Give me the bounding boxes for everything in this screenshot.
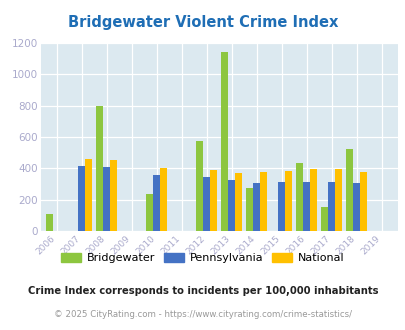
Bar [110, 160, 117, 231]
Bar [234, 173, 242, 231]
Bar [210, 170, 217, 231]
Bar [160, 168, 167, 231]
Text: © 2025 CityRating.com - https://www.cityrating.com/crime-statistics/: © 2025 CityRating.com - https://www.city… [54, 310, 351, 319]
Bar [296, 163, 303, 231]
Bar [103, 167, 110, 231]
Bar [303, 182, 309, 231]
Bar [359, 172, 366, 231]
Bar [221, 52, 228, 231]
Bar [146, 194, 153, 231]
Bar [260, 172, 266, 231]
Bar [284, 171, 292, 231]
Bar [46, 214, 53, 231]
Bar [309, 169, 316, 231]
Bar [78, 166, 85, 231]
Bar [253, 183, 260, 231]
Bar [85, 159, 92, 231]
Bar [345, 149, 352, 231]
Bar [245, 188, 253, 231]
Bar [352, 183, 359, 231]
Legend: Bridgewater, Pennsylvania, National: Bridgewater, Pennsylvania, National [57, 248, 348, 268]
Bar [203, 177, 210, 231]
Bar [196, 141, 203, 231]
Bar [335, 169, 341, 231]
Bar [327, 182, 335, 231]
Text: Bridgewater Violent Crime Index: Bridgewater Violent Crime Index [68, 15, 337, 30]
Bar [96, 106, 103, 231]
Bar [153, 175, 160, 231]
Bar [320, 208, 327, 231]
Bar [277, 182, 284, 231]
Bar [228, 180, 234, 231]
Text: Crime Index corresponds to incidents per 100,000 inhabitants: Crime Index corresponds to incidents per… [28, 286, 377, 296]
